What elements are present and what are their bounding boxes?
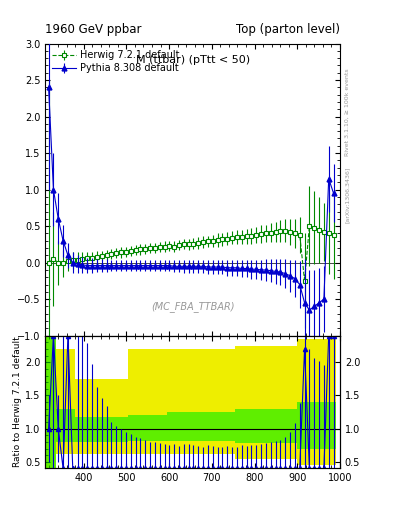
Text: Rivet 3.1.10, ≥ 100k events: Rivet 3.1.10, ≥ 100k events: [345, 69, 350, 157]
Text: Top (parton level): Top (parton level): [236, 23, 340, 36]
Legend: Herwig 7.2.1 default, Pythia 8.308 default: Herwig 7.2.1 default, Pythia 8.308 defau…: [50, 48, 182, 75]
Text: [arXiv:1306.3436]: [arXiv:1306.3436]: [345, 166, 350, 223]
Text: M (ttbar) (pTtt < 50): M (ttbar) (pTtt < 50): [136, 55, 250, 65]
Y-axis label: Ratio to Herwig 7.2.1 default: Ratio to Herwig 7.2.1 default: [13, 337, 22, 467]
Text: (MC_FBA_TTBAR): (MC_FBA_TTBAR): [151, 302, 234, 312]
Text: 1960 GeV ppbar: 1960 GeV ppbar: [45, 23, 142, 36]
